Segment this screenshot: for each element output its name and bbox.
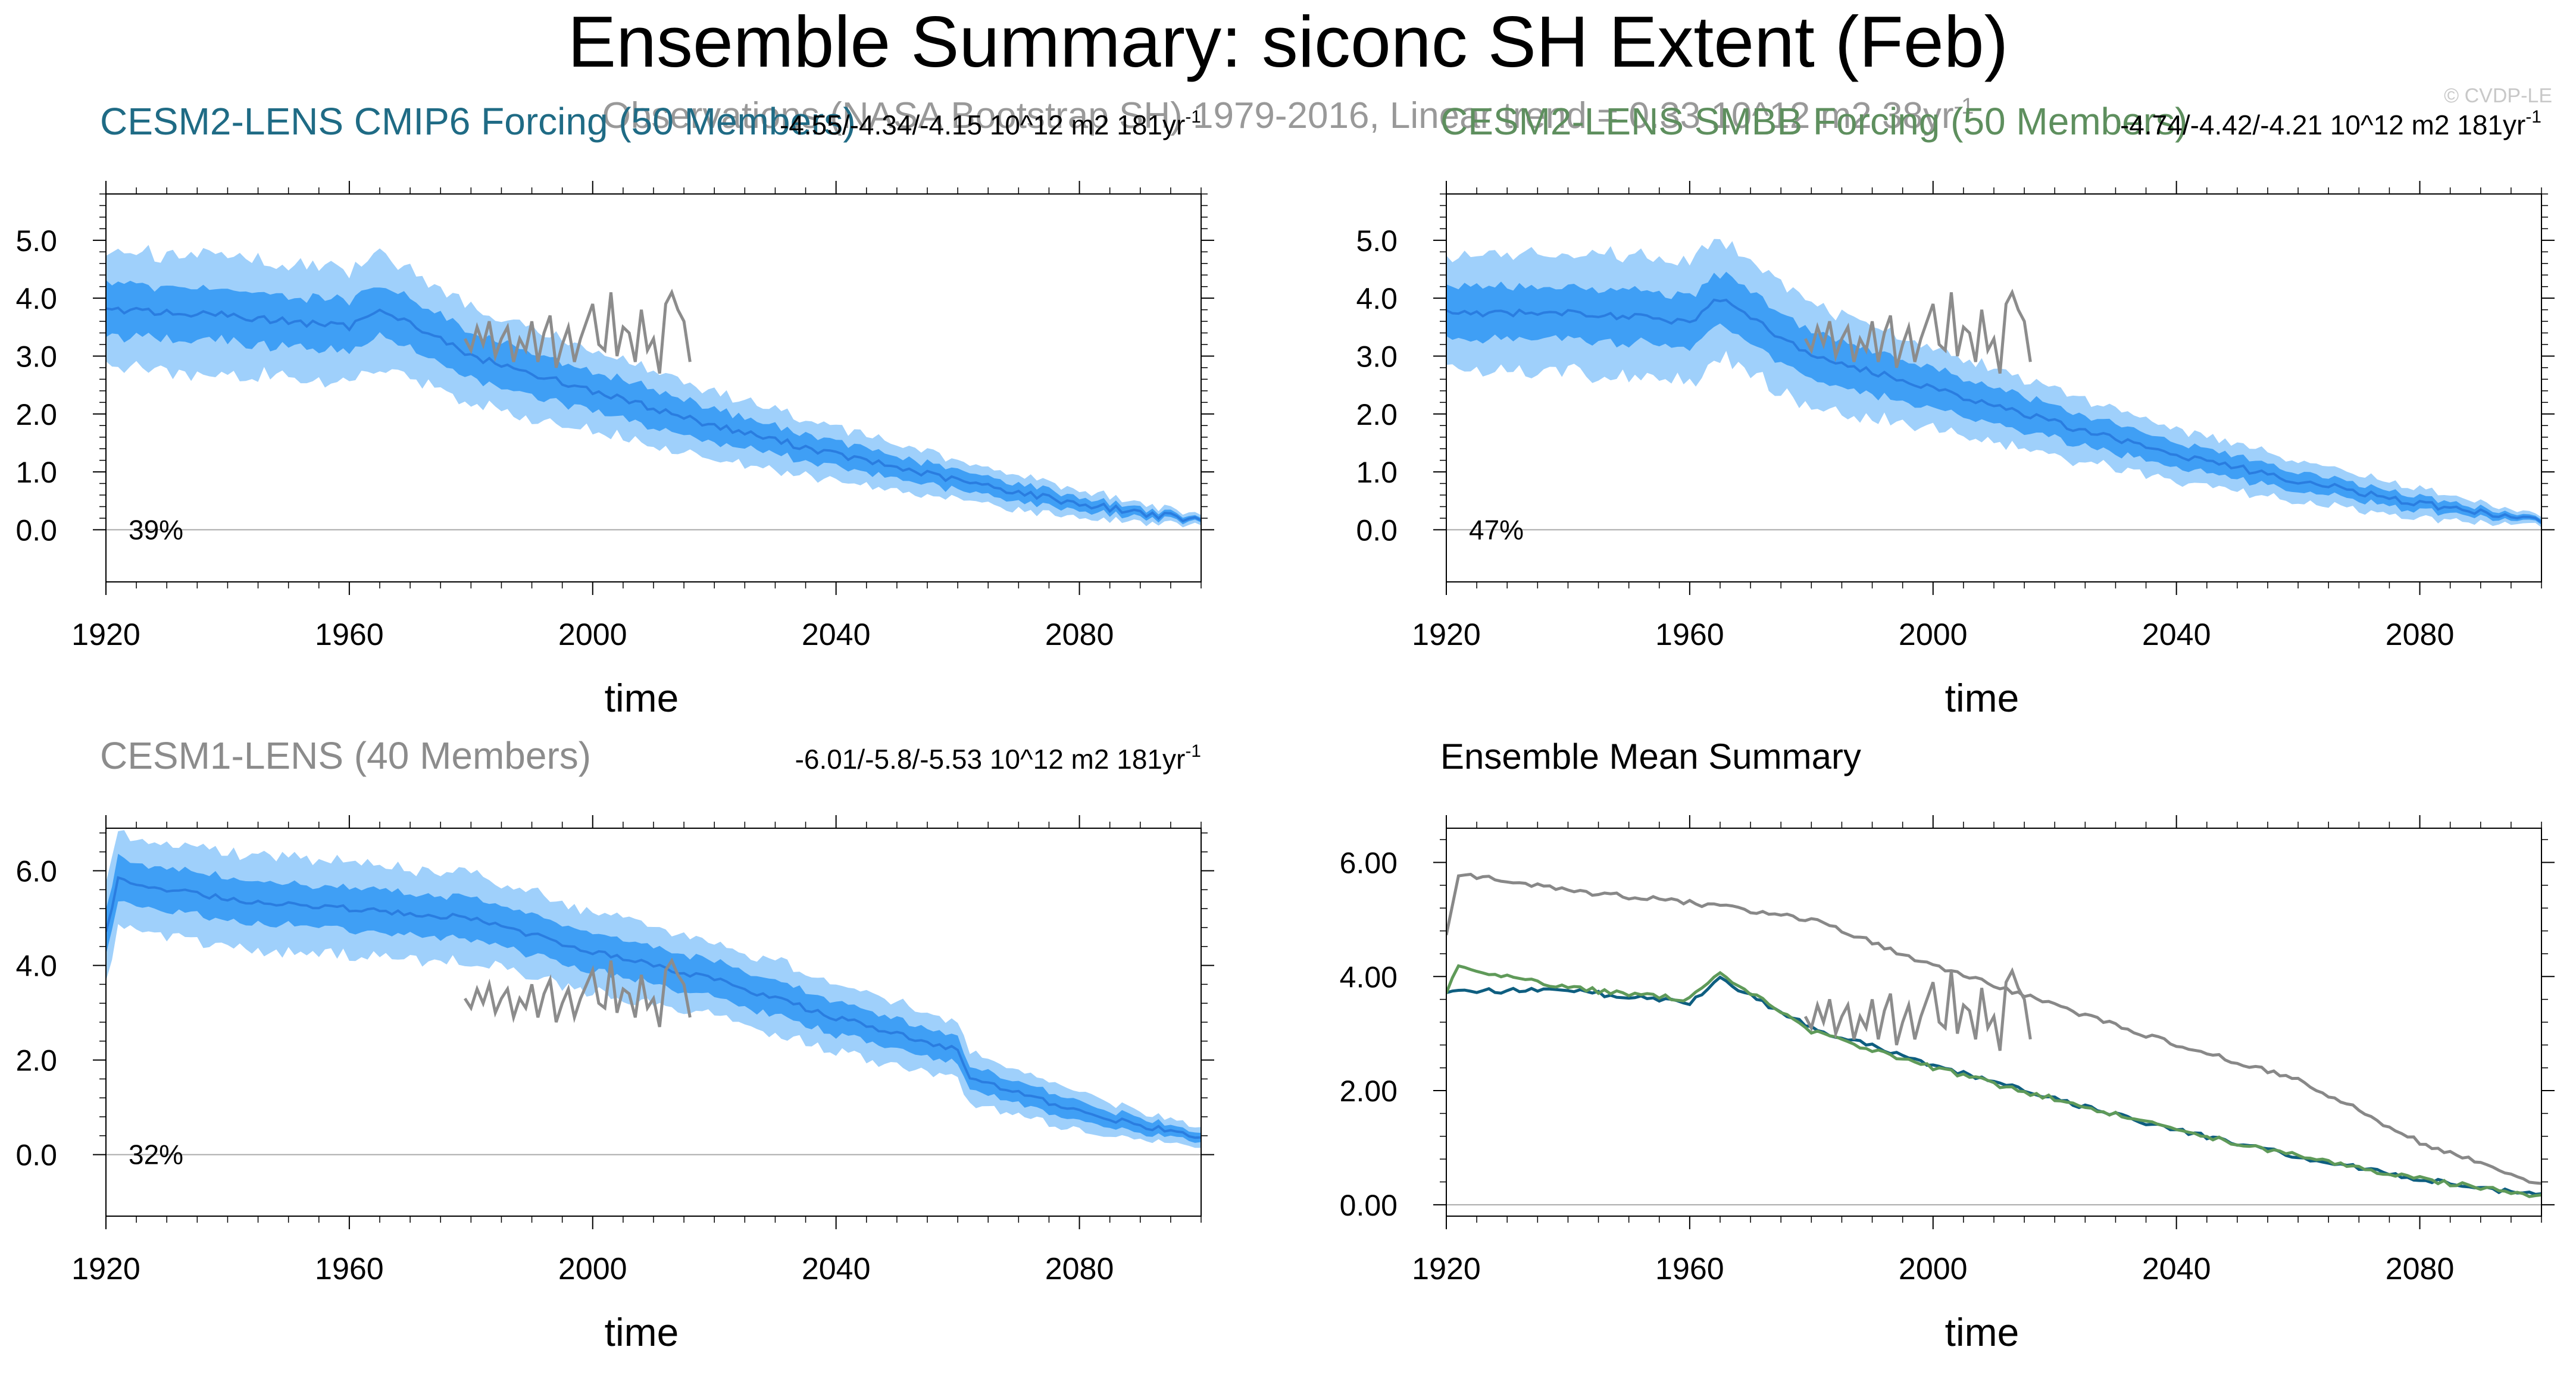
ensemble-iqr-band [106,854,1201,1143]
x-tick-label: 1960 [315,618,384,652]
trend-label: -4.74/-4.42/-4.21 10^12 m2 181yr-1 [2120,107,2541,140]
observations-line [463,289,692,374]
trend-label-sup: -1 [1185,741,1201,761]
panel-title: CESM1-LENS (40 Members) [100,734,591,777]
copyright: © CVDP-LE [2444,84,2552,107]
plot-area [106,245,1201,531]
x-tick-label: 2040 [2142,1252,2211,1286]
obs-subtitle-sup: -1 [1954,94,1974,119]
trend-label-sup: -1 [1185,107,1201,127]
y-tick-label: 6.00 [1340,847,1398,880]
x-tick-label: 1920 [71,1252,140,1286]
trend-label-text: -6.01/-5.8/-5.53 10^12 m2 181yr [795,744,1186,775]
x-tick-label: 2000 [1899,1252,1968,1286]
y-tick-label: 4.00 [1340,960,1398,994]
x-tick-label: 2080 [2386,1252,2455,1286]
ensemble-mean-line [1446,298,2541,524]
x-tick-label: 2080 [2386,618,2455,652]
obs-subtitle: Observations (NASA Bootstrap SH) 1979-20… [602,94,1974,136]
x-tick-label: 2080 [1045,618,1114,652]
ensemble-iqr-band [106,280,1201,525]
y-tick-label: 2.0 [1356,398,1398,431]
x-tick-label: 2000 [1899,618,1968,652]
x-axis-label: time [605,676,679,720]
panel-cesm2-smbb: 1920 1960 2000 2040 2080 0.0 1.0 2.0 3.0 4.0 5.0 ti… [1356,100,2555,720]
charts-layer: 1920 1960 2000 2040 2080 0.0 1.0 2.0 3.0 4.0 5.0 ti… [15,100,2555,1354]
obs-subtitle-text: Observations (NASA Bootstrap SH) 1979-20… [602,95,1954,136]
y-tick-label: 4.0 [1356,282,1398,315]
panel-title: CESM2-LENS SMBB Forcing (50 Members) [1440,100,2187,143]
y-tick-label: 2.0 [15,1044,57,1078]
y-tick-label: 1.0 [1356,456,1398,489]
trend-label-text: -4.55/-4.34/-4.15 10^12 m2 181yr [780,109,1185,140]
y-tick-label: 0.0 [15,1139,57,1172]
observations-line [1803,289,2032,374]
y-tick-label: 5.0 [1356,224,1398,258]
x-axis-label: time [605,1310,679,1354]
x-tick-label: 2080 [1045,1252,1114,1286]
panel-summary: 1920 1960 2000 2040 2080 0.00 2.00 4.00 6.00 time… [1340,737,2555,1354]
trend-label-text: -4.74/-4.42/-4.21 10^12 m2 181yr [2120,109,2525,140]
x-tick-label: 2040 [802,618,871,652]
x-tick-label: 2000 [558,1252,627,1286]
ensemble-mean-line [106,306,1201,522]
series-line-cesm1-lens [1446,872,2541,1185]
x-tick-label: 2040 [802,1252,871,1286]
ensemble-range-band [1446,239,2541,528]
x-tick-label: 1960 [1655,1252,1724,1286]
plot-area [1446,872,2541,1205]
ensemble-mean-line [106,876,1201,1139]
y-tick-label: 5.0 [15,224,57,258]
panel-title: CESM2-LENS CMIP6 Forcing (50 Members) [100,100,856,143]
panel-title: Ensemble Mean Summary [1440,737,1861,776]
x-axis-label: time [1945,1310,2019,1354]
observations-line [464,957,692,1028]
x-tick-label: 1960 [1655,618,1724,652]
y-tick-label: 3.0 [15,340,57,373]
panel-cesm2-cmip6: 1920 1960 2000 2040 2080 0.0 1.0 2.0 3.0 4.0 5.0 ti… [15,100,1214,720]
y-tick-label: 2.00 [1340,1075,1398,1108]
plot-area [106,830,1201,1155]
trend-label: -6.01/-5.8/-5.53 10^12 m2 181yr-1 [795,741,1201,775]
series-line-cesm2-lens-smbb-forcing [1446,964,2541,1198]
y-tick-label: 6.0 [15,855,57,888]
trend-label-sup: -1 [2525,107,2541,127]
x-tick-label: 1920 [71,618,140,652]
x-tick-label: 2000 [558,618,627,652]
y-tick-label: 3.0 [1356,340,1398,373]
panel-cesm1: 1920 1960 2000 2040 2080 0.0 2.0 4.0 6.0 time CESM… [15,734,1214,1354]
x-tick-label: 2040 [2142,618,2211,652]
y-tick-label: 0.00 [1340,1189,1398,1222]
x-tick-label: 1920 [1412,1252,1481,1286]
ensemble-iqr-band [1446,271,2541,525]
percent-label: 32% [129,1139,183,1170]
percent-label: 39% [129,514,183,545]
ensemble-range-band [106,245,1201,528]
plot-area [1446,239,2541,531]
y-tick-label: 4.0 [15,282,57,315]
series-line-cesm2-lens-cmip6-forcing [1446,975,2541,1196]
y-tick-label: 4.0 [15,950,57,983]
main-title: Ensemble Summary: siconc SH Extent (Feb) [568,1,2008,82]
trend-label: -4.55/-4.34/-4.15 10^12 m2 181yr-1 [780,107,1201,140]
y-tick-label: 2.0 [15,398,57,431]
y-tick-label: 0.0 [15,513,57,547]
x-axis-label: time [1945,676,2019,720]
percent-label: 47% [1469,514,1524,545]
y-tick-label: 1.0 [15,456,57,489]
x-tick-label: 1920 [1412,618,1481,652]
x-tick-label: 1960 [315,1252,384,1286]
observations-line [1803,967,2032,1051]
y-tick-label: 0.0 [1356,513,1398,547]
